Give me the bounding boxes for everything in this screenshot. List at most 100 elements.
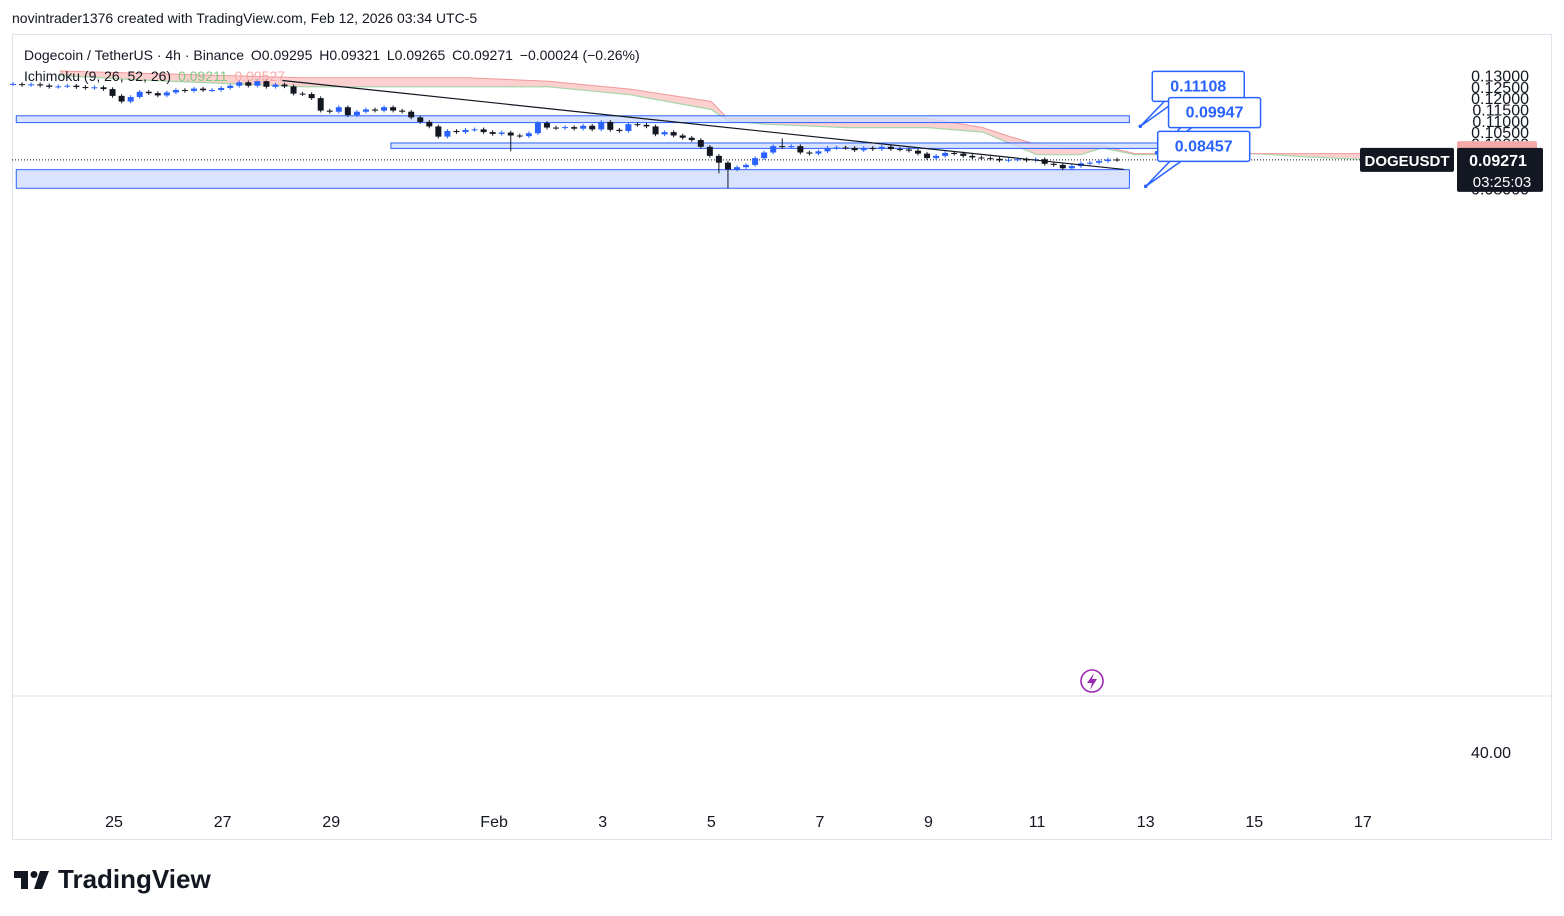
candle[interactable] — [263, 81, 270, 87]
candle[interactable] — [236, 82, 243, 86]
candle[interactable] — [426, 121, 433, 127]
legend-symbol[interactable]: Dogecoin / TetherUS · 4h · Binance — [24, 47, 244, 63]
candle[interactable] — [507, 132, 514, 136]
candle[interactable] — [19, 84, 26, 86]
candle[interactable] — [589, 125, 596, 130]
candle[interactable] — [543, 123, 550, 128]
candle[interactable] — [887, 146, 894, 150]
legend-indicator-name[interactable]: Ichimoku (9, 26, 52, 26) — [24, 68, 172, 84]
candle[interactable] — [571, 127, 578, 129]
candle[interactable] — [453, 130, 460, 133]
candle[interactable] — [806, 152, 813, 154]
candle[interactable] — [670, 132, 677, 136]
candle[interactable] — [1114, 159, 1121, 161]
candle[interactable] — [1105, 159, 1112, 162]
candle[interactable] — [987, 158, 994, 160]
candle[interactable] — [471, 129, 478, 131]
candle[interactable] — [326, 110, 333, 112]
candle[interactable] — [290, 86, 297, 94]
candle[interactable] — [109, 89, 116, 96]
candle[interactable] — [688, 137, 695, 141]
candle[interactable] — [815, 151, 822, 154]
candle[interactable] — [616, 129, 623, 131]
candle[interactable] — [833, 147, 840, 149]
candle[interactable] — [1059, 164, 1066, 169]
candle[interactable] — [91, 87, 98, 89]
candle[interactable] — [516, 135, 523, 137]
candle[interactable] — [1050, 163, 1057, 165]
candle[interactable] — [779, 146, 786, 148]
candle[interactable] — [1086, 162, 1093, 164]
candle[interactable] — [10, 83, 16, 85]
candle[interactable] — [525, 133, 532, 137]
candle[interactable] — [942, 152, 949, 156]
candle[interactable] — [969, 155, 976, 158]
candle[interactable] — [706, 146, 713, 156]
candle[interactable] — [28, 84, 35, 86]
trendline[interactable] — [282, 79, 1125, 171]
candle[interactable] — [399, 110, 406, 112]
candle[interactable] — [64, 85, 71, 87]
candle[interactable] — [317, 98, 324, 111]
candle[interactable] — [362, 109, 369, 112]
candle[interactable] — [643, 124, 650, 127]
candle[interactable] — [55, 86, 62, 88]
candle[interactable] — [408, 111, 415, 118]
candle[interactable] — [100, 87, 107, 90]
candle[interactable] — [715, 155, 722, 163]
candle[interactable] — [915, 150, 921, 154]
candle[interactable] — [390, 107, 397, 111]
candle[interactable] — [562, 127, 569, 129]
candle[interactable] — [281, 84, 288, 87]
candle[interactable] — [127, 97, 134, 102]
candle[interactable] — [607, 121, 614, 130]
candle[interactable] — [344, 107, 351, 116]
candle[interactable] — [652, 126, 659, 135]
candle[interactable] — [480, 129, 487, 133]
candle[interactable] — [172, 89, 179, 93]
candle[interactable] — [254, 81, 261, 86]
candle[interactable] — [462, 129, 469, 133]
candle[interactable] — [534, 123, 541, 134]
candle[interactable] — [444, 130, 451, 137]
candle[interactable] — [978, 157, 985, 159]
candle[interactable] — [788, 146, 795, 148]
candle[interactable] — [697, 140, 704, 147]
candle[interactable] — [118, 95, 125, 102]
candle[interactable] — [842, 147, 849, 149]
candle[interactable] — [272, 84, 279, 87]
candle[interactable] — [851, 147, 858, 151]
candle[interactable] — [181, 89, 188, 91]
candle[interactable] — [1014, 159, 1021, 161]
candle[interactable] — [191, 88, 197, 91]
candle[interactable] — [37, 84, 44, 86]
tradingview-logo[interactable]: TradingView — [14, 864, 211, 895]
candle[interactable] — [299, 93, 306, 95]
candle[interactable] — [154, 93, 161, 96]
candle[interactable] — [227, 85, 234, 88]
candle[interactable] — [1096, 161, 1102, 163]
candle[interactable] — [743, 164, 750, 168]
candle[interactable] — [553, 127, 559, 129]
support-zone-1[interactable] — [15, 115, 1130, 124]
candle[interactable] — [136, 91, 143, 98]
candle[interactable] — [878, 146, 885, 150]
candle[interactable] — [869, 147, 876, 150]
candle[interactable] — [770, 146, 777, 153]
candle[interactable] — [218, 87, 225, 90]
candle[interactable] — [752, 158, 759, 165]
candle[interactable] — [679, 135, 686, 138]
candle[interactable] — [905, 149, 912, 151]
candle[interactable] — [435, 126, 442, 137]
candle[interactable] — [82, 87, 89, 89]
callout-box[interactable] — [1156, 130, 1251, 163]
candle[interactable] — [1023, 159, 1030, 161]
candle[interactable] — [625, 124, 632, 131]
candle[interactable] — [489, 132, 496, 134]
candle[interactable] — [145, 91, 152, 94]
candle[interactable] — [824, 147, 831, 152]
candle[interactable] — [960, 153, 967, 156]
candle[interactable] — [417, 117, 424, 122]
candle[interactable] — [163, 92, 170, 96]
